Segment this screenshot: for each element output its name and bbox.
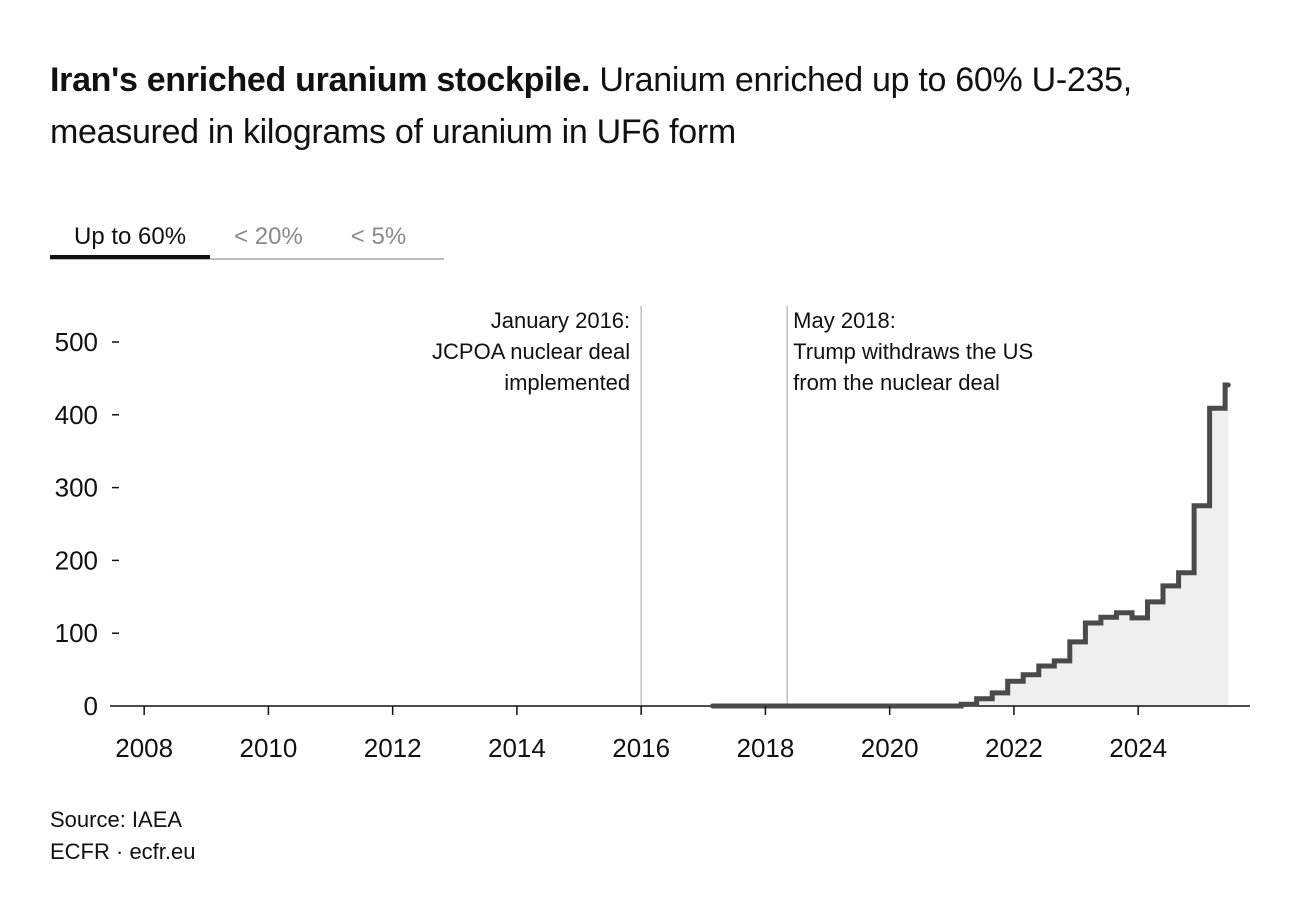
annotation-text-0-0: January 2016: <box>491 308 630 333</box>
credit-note: ECFR · ecfr.eu <box>50 839 196 864</box>
x-tick-label-2020: 2020 <box>861 733 919 763</box>
x-tick-label-2018: 2018 <box>737 733 795 763</box>
y-tick-label-200: 200 <box>55 545 98 575</box>
x-tick-label-2014: 2014 <box>488 733 546 763</box>
x-tick-label-2010: 2010 <box>239 733 297 763</box>
x-tick-label-2012: 2012 <box>364 733 422 763</box>
stockpile-area <box>712 385 1229 706</box>
chart-title-bold: Iran's enriched uranium stockpile. <box>50 61 591 99</box>
x-tick-label-2008: 2008 <box>115 733 173 763</box>
chart-subtitle: Uranium enriched up to 60% U-235, measur… <box>50 61 1132 151</box>
annotation-text-0-2: implemented <box>504 370 630 395</box>
tab-below-5[interactable]: < 5% <box>350 223 407 250</box>
y-tick-label-100: 100 <box>55 618 98 648</box>
annotation-text-1-2: from the nuclear deal <box>793 370 1000 395</box>
y-tick-label-500: 500 <box>55 327 98 357</box>
stockpile-line <box>710 382 1231 709</box>
y-tick-label-400: 400 <box>55 400 98 430</box>
x-tick-label-2024: 2024 <box>1109 733 1167 763</box>
annotation-text-0-1: JCPOA nuclear deal <box>432 339 630 364</box>
series-tabs: Up to 60% < 20% < 5% <box>50 222 444 260</box>
tab-up-to-60[interactable]: Up to 60% <box>50 222 211 259</box>
x-tick-label-2016: 2016 <box>612 733 670 763</box>
x-tick-label-2022: 2022 <box>985 733 1043 763</box>
chart-title: Iran's enriched uranium stockpile. Urani… <box>50 54 1270 158</box>
y-tick-label-0: 0 <box>84 691 98 721</box>
annotation-text-1-0: May 2018: <box>793 308 896 333</box>
tab-below-20[interactable]: < 20% <box>234 223 303 250</box>
footer: Source: IAEA ECFR · ecfr.eu <box>50 804 195 868</box>
annotation-text-1-1: Trump withdraws the US <box>793 339 1033 364</box>
y-tick-label-300: 300 <box>55 473 98 503</box>
source-note: Source: IAEA <box>50 807 183 832</box>
